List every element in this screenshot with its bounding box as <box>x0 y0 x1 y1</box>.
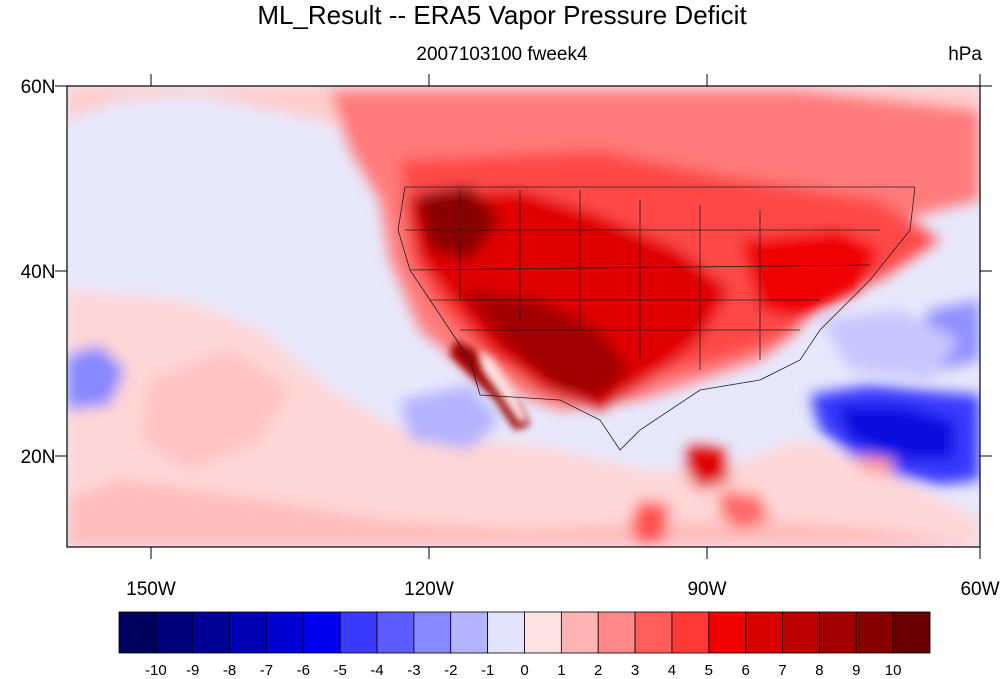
colorbar-tick-label: -1 <box>481 662 494 679</box>
colorbar-tick-label: 10 <box>885 662 902 679</box>
colorbar-swatch <box>819 611 857 654</box>
colorbar-swatch <box>745 611 783 654</box>
colorbar-tick-label: 8 <box>815 662 823 679</box>
colorbar-tick-label: 7 <box>778 662 786 679</box>
plot-subtitle: 2007103100 fweek4 <box>416 44 588 65</box>
lon-label-60w: 60W <box>960 579 999 600</box>
colorbar-tick-label: -10 <box>145 662 167 679</box>
lon-label-120w: 120W <box>404 579 454 600</box>
colorbar-swatch <box>708 611 747 654</box>
colorbar-swatch <box>782 611 820 654</box>
colorbar-tick-label: 1 <box>557 662 565 679</box>
colorbar-tick-label: 5 <box>705 662 713 679</box>
colorbar-swatch <box>560 611 599 654</box>
colorbar-tick-label: -2 <box>444 662 457 679</box>
political-boundaries <box>397 186 916 451</box>
colorbar-swatch <box>855 611 894 654</box>
map-border <box>66 85 981 548</box>
colorbar-swatch <box>192 611 230 654</box>
colorbar-tick-label: -7 <box>260 662 273 679</box>
colorbar-swatch <box>118 611 157 654</box>
colorbar-swatch <box>597 611 636 654</box>
colorbar-tick-label: -3 <box>407 662 420 679</box>
colorbar-tick-label: -9 <box>186 662 199 679</box>
colorbar-swatch <box>524 611 562 654</box>
colorbar-swatch <box>671 611 710 654</box>
colorbar-tick-label: -4 <box>370 662 383 679</box>
colorbar-swatch <box>339 611 378 654</box>
colorbar-tick-label: 0 <box>520 662 528 679</box>
colorbar-tick-label: 4 <box>668 662 676 679</box>
colorbar-swatch <box>302 611 341 654</box>
colorbar-tick-label: -5 <box>334 662 347 679</box>
plot-title: ML_Result -- ERA5 Vapor Pressure Deficit <box>257 0 747 30</box>
colorbar-swatch <box>229 611 267 654</box>
colorbar-swatch <box>413 611 452 654</box>
lat-label-20n: 20N <box>21 447 56 468</box>
colorbar-tick-label: 9 <box>852 662 860 679</box>
colorbar-swatch <box>266 611 304 654</box>
lat-label-60n: 60N <box>21 77 56 98</box>
colorbar: -10 -9 -8 -7 -6 -5 -4 -3 -2 -1 0 1 2 3 4 5 6 7 8 9 10 <box>118 611 931 679</box>
colorbar-tick-label: -8 <box>223 662 236 679</box>
colorbar-swatch <box>376 611 415 654</box>
vpd-field <box>67 86 980 547</box>
colorbar-swatch <box>155 611 194 654</box>
lat-label-40n: 40N <box>21 262 56 283</box>
axis-ticks <box>55 74 992 559</box>
colorbar-tick-label: 2 <box>594 662 602 679</box>
colorbar-tick-label: 6 <box>742 662 750 679</box>
colorbar-swatch <box>634 611 673 654</box>
lon-label-90w: 90W <box>687 579 726 600</box>
colorbar-tick-label: -6 <box>297 662 310 679</box>
colorbar-swatch <box>487 611 525 654</box>
colorbar-tick-label: 3 <box>631 662 639 679</box>
lon-label-150w: 150W <box>126 579 176 600</box>
colorbar-swatch <box>892 611 931 654</box>
units-label: hPa <box>948 44 982 65</box>
colorbar-swatch <box>450 611 489 654</box>
